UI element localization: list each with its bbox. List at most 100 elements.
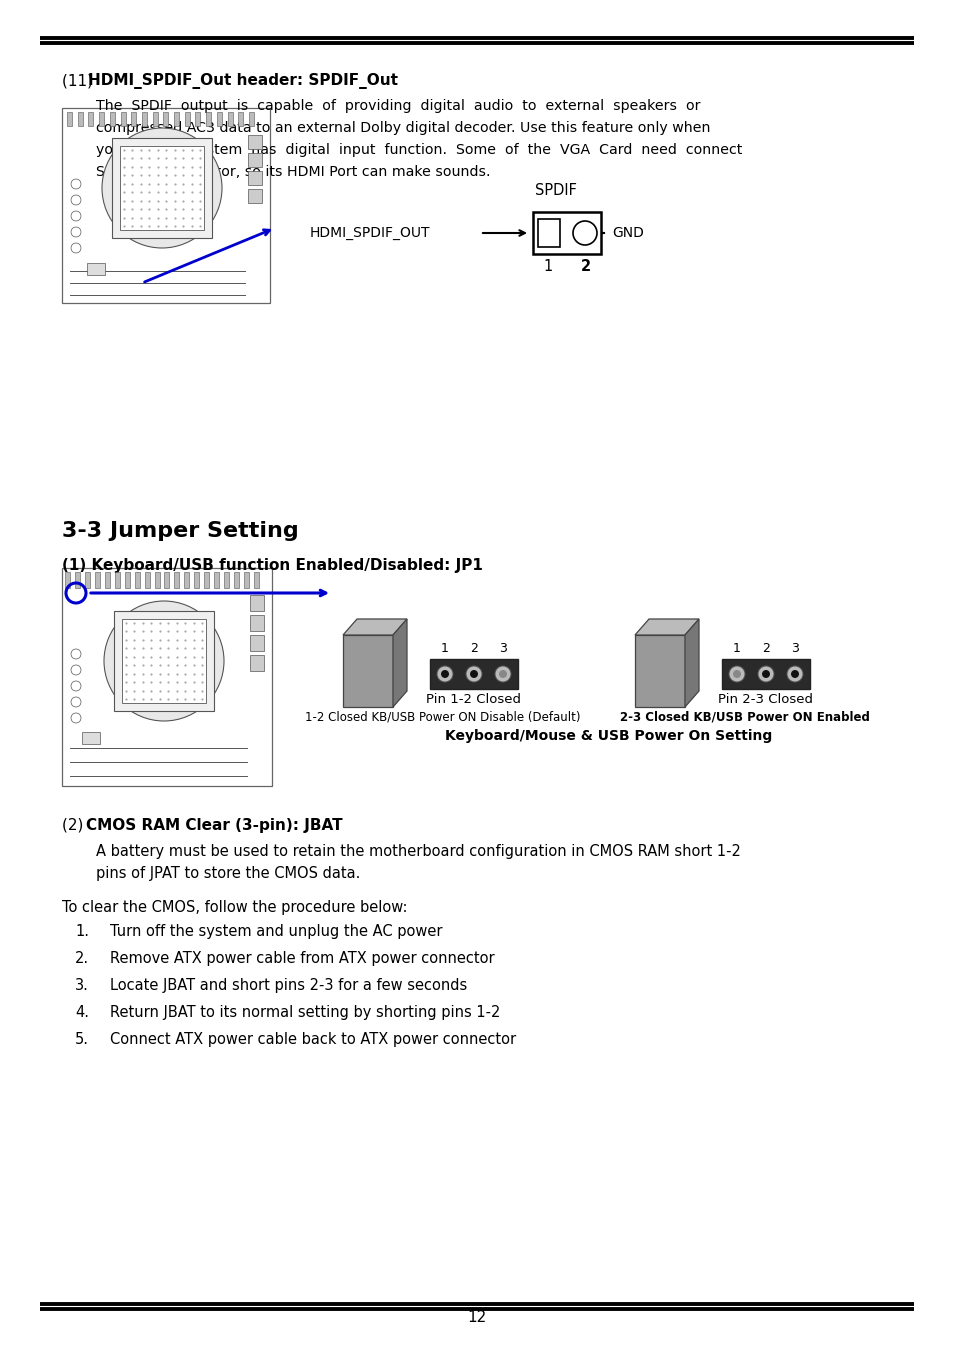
Circle shape — [573, 222, 597, 245]
Text: 1.: 1. — [75, 924, 89, 939]
Text: JP1: JP1 — [649, 693, 670, 707]
Ellipse shape — [104, 601, 224, 721]
Text: GND: GND — [612, 226, 643, 240]
Circle shape — [761, 670, 769, 678]
Bar — [112, 138, 212, 238]
Text: JP1: JP1 — [357, 693, 377, 707]
Bar — [114, 571, 120, 588]
Text: 2.: 2. — [75, 951, 89, 966]
Bar — [204, 571, 209, 588]
Text: Remove ATX power cable from ATX power connector: Remove ATX power cable from ATX power co… — [110, 951, 494, 966]
Text: 2: 2 — [761, 642, 769, 655]
Bar — [537, 219, 559, 247]
Text: Keyboard/Mouse & USB Power On Setting: Keyboard/Mouse & USB Power On Setting — [445, 730, 772, 743]
Bar — [233, 571, 239, 588]
Circle shape — [790, 670, 799, 678]
Bar — [248, 135, 262, 149]
Circle shape — [786, 666, 802, 682]
Bar — [94, 571, 100, 588]
Bar — [249, 112, 253, 126]
Bar — [250, 615, 264, 631]
Text: Locate JBAT and short pins 2-3 for a few seconds: Locate JBAT and short pins 2-3 for a few… — [110, 978, 467, 993]
Circle shape — [728, 666, 744, 682]
Circle shape — [71, 697, 81, 707]
Text: 5.: 5. — [75, 1032, 89, 1047]
Bar — [248, 172, 262, 185]
Text: 3.: 3. — [75, 978, 89, 993]
Bar — [244, 571, 249, 588]
Bar — [105, 571, 110, 588]
Text: Turn off the system and unplug the AC power: Turn off the system and unplug the AC po… — [110, 924, 442, 939]
Text: 3: 3 — [790, 642, 798, 655]
Text: HDMI_SPDIF_Out header: SPDIF_Out: HDMI_SPDIF_Out header: SPDIF_Out — [88, 73, 397, 89]
Bar — [122, 619, 206, 703]
Bar — [206, 112, 211, 126]
Circle shape — [71, 648, 81, 659]
Circle shape — [71, 713, 81, 723]
Circle shape — [465, 666, 481, 682]
Bar — [163, 112, 168, 126]
Bar — [89, 112, 93, 126]
Bar — [125, 571, 130, 588]
Text: A battery must be used to retain the motherboard configuration in CMOS RAM short: A battery must be used to retain the mot… — [96, 844, 740, 859]
Text: Pin 2-3 Closed: Pin 2-3 Closed — [718, 693, 813, 707]
Bar — [75, 571, 80, 588]
Bar — [430, 659, 517, 689]
Bar — [77, 112, 83, 126]
Text: 4.: 4. — [75, 1005, 89, 1020]
Circle shape — [436, 666, 453, 682]
Bar — [635, 635, 684, 707]
Bar — [250, 655, 264, 671]
Text: 2: 2 — [470, 642, 477, 655]
Polygon shape — [343, 619, 407, 635]
Text: Return JBAT to its normal setting by shorting pins 1-2: Return JBAT to its normal setting by sho… — [110, 1005, 500, 1020]
Bar — [173, 112, 179, 126]
Text: Connect ATX power cable back to ATX power connector: Connect ATX power cable back to ATX powe… — [110, 1032, 516, 1047]
Bar — [216, 112, 222, 126]
Text: (2): (2) — [62, 817, 89, 834]
Text: (1) Keyboard/USB function Enabled/Disabled: JP1: (1) Keyboard/USB function Enabled/Disabl… — [62, 558, 482, 573]
Bar — [174, 571, 179, 588]
Circle shape — [71, 211, 81, 222]
Bar — [132, 112, 136, 126]
Bar — [145, 571, 150, 588]
Text: 2-3 Closed KB/USB Power ON Enabled: 2-3 Closed KB/USB Power ON Enabled — [619, 711, 869, 724]
Text: SPDIF_IN Connector, so its HDMI Port can make sounds.: SPDIF_IN Connector, so its HDMI Port can… — [96, 165, 490, 180]
Text: To clear the CMOS, follow the procedure below:: To clear the CMOS, follow the procedure … — [62, 900, 407, 915]
Bar — [62, 108, 270, 303]
Polygon shape — [635, 619, 699, 635]
Bar — [228, 112, 233, 126]
Bar — [185, 112, 190, 126]
Bar — [195, 112, 200, 126]
Bar — [248, 153, 262, 168]
Bar — [87, 263, 105, 276]
Bar — [214, 571, 219, 588]
Circle shape — [758, 666, 773, 682]
Text: Pin 1-2 Closed: Pin 1-2 Closed — [426, 693, 521, 707]
Bar — [120, 146, 204, 230]
Text: pins of JPAT to store the CMOS data.: pins of JPAT to store the CMOS data. — [96, 866, 360, 881]
Circle shape — [498, 670, 506, 678]
Bar — [253, 571, 258, 588]
Text: 3-3 Jumper Setting: 3-3 Jumper Setting — [62, 521, 298, 540]
Text: 2: 2 — [580, 259, 591, 274]
Circle shape — [470, 670, 477, 678]
Bar — [120, 112, 126, 126]
Text: HDMI_SPDIF_OUT: HDMI_SPDIF_OUT — [310, 226, 430, 240]
Ellipse shape — [102, 128, 222, 249]
Circle shape — [71, 195, 81, 205]
Bar — [194, 571, 199, 588]
Bar — [113, 611, 213, 711]
Circle shape — [440, 670, 449, 678]
Text: CMOS RAM Clear (3-pin): JBAT: CMOS RAM Clear (3-pin): JBAT — [86, 817, 342, 834]
Bar — [85, 571, 90, 588]
Bar — [62, 567, 272, 786]
Circle shape — [71, 227, 81, 236]
Bar — [152, 112, 157, 126]
Text: The  SPDIF  output  is  capable  of  providing  digital  audio  to  external  sp: The SPDIF output is capable of providing… — [96, 99, 700, 113]
Bar — [250, 594, 264, 611]
Text: 1-2 Closed KB/USB Power ON Disable (Default): 1-2 Closed KB/USB Power ON Disable (Defa… — [305, 711, 580, 724]
Bar — [721, 659, 809, 689]
Text: 1: 1 — [440, 642, 449, 655]
Text: 1: 1 — [543, 259, 552, 274]
